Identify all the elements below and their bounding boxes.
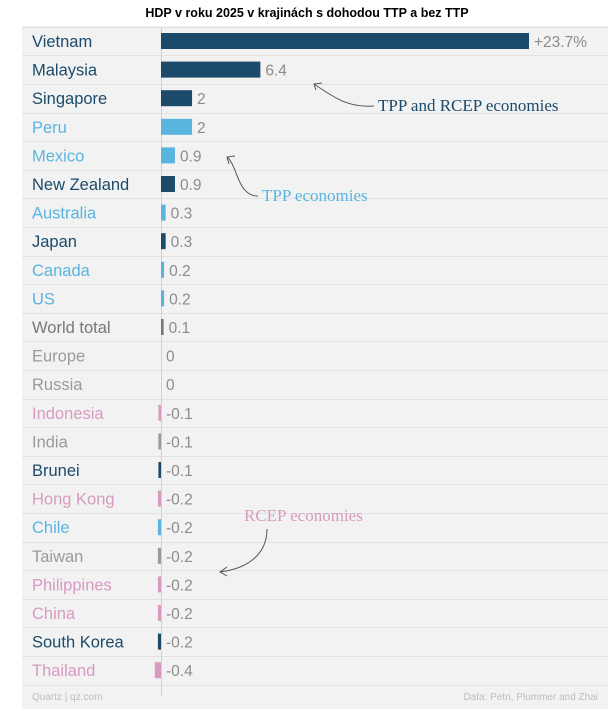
annotation-arrow (219, 528, 268, 573)
bar-mexico (161, 147, 175, 164)
annotation-rcep-economies: RCEP economies (244, 506, 363, 525)
annotation-arrowhead (226, 155, 236, 165)
value-label-brunei: -0.1 (166, 463, 193, 480)
bar-thailand (154, 662, 161, 679)
category-label-china: China (32, 605, 76, 623)
category-label-japan: Japan (32, 233, 77, 251)
category-label-indonesia: Indonesia (32, 405, 104, 423)
value-label-europe: 0 (166, 349, 175, 366)
value-label-vietnam: +23.7% (534, 34, 587, 51)
bar-peru (161, 118, 193, 135)
source-credit-left: Quartz | qz.com (32, 692, 103, 703)
category-label-thailand: Thailand (32, 662, 95, 680)
value-label-taiwan: -0.2 (166, 549, 193, 566)
value-label-singapore: 2 (197, 91, 206, 108)
value-label-hong-kong: -0.2 (166, 492, 193, 509)
source-credit-right: Data: Petri, Plummer and Zhai (463, 692, 599, 703)
annotation-arrowhead (219, 566, 228, 577)
chart-svg: Vietnam +23.7% Malaysia 6.4 Singapore 2 Peru 2 M… (22, 27, 608, 696)
annotation-tpp-economies: TPP economies (262, 186, 368, 205)
category-label-europe: Europe (32, 348, 85, 366)
bar-us (161, 290, 165, 307)
category-label-new-zealand: New Zealand (32, 176, 129, 194)
bar-vietnam (161, 33, 529, 49)
category-label-india: India (32, 433, 69, 451)
category-label-brunei: Brunei (32, 462, 80, 480)
value-label-chile: -0.2 (166, 520, 193, 537)
bar-world-total (161, 319, 164, 335)
category-label-philippines: Philippines (32, 576, 112, 594)
value-label-south-korea: -0.2 (166, 635, 193, 652)
bar-philippines (157, 576, 161, 593)
value-label-japan: 0.3 (171, 234, 193, 251)
bar-australia (161, 204, 166, 221)
bar-taiwan (157, 547, 161, 564)
category-label-russia: Russia (32, 376, 83, 394)
value-label-world-total: 0.1 (169, 320, 191, 337)
category-label-us: US (32, 290, 55, 308)
bar-china (157, 605, 161, 621)
value-label-peru: 2 (197, 120, 206, 137)
bar-brunei (158, 462, 161, 478)
bar-south-korea (157, 633, 161, 650)
category-label-vietnam: Vietnam (32, 33, 92, 51)
value-label-china: -0.2 (166, 606, 193, 623)
value-label-india: -0.1 (166, 434, 193, 451)
category-label-malaysia: Malaysia (32, 62, 98, 80)
annotation-arrow (226, 156, 259, 197)
annotation-arrowhead (313, 82, 323, 91)
category-label-hong-kong: Hong Kong (32, 491, 115, 509)
bar-japan (161, 233, 166, 250)
value-label-thailand: -0.4 (166, 663, 193, 680)
value-label-canada: 0.2 (169, 263, 191, 280)
category-label-australia: Australia (32, 205, 97, 223)
value-label-us: 0.2 (169, 291, 191, 308)
value-label-australia: 0.3 (171, 206, 193, 223)
value-label-mexico: 0.9 (180, 148, 202, 165)
chart-panel: Vietnam +23.7% Malaysia 6.4 Singapore 2 Peru 2 M… (22, 26, 608, 709)
annotation-arrow (313, 83, 375, 107)
chart-title: HDP v roku 2025 v krajinách s dohodou TT… (145, 6, 469, 20)
category-label-canada: Canada (32, 262, 91, 280)
value-label-indonesia: -0.1 (166, 406, 193, 423)
bar-hong-kong (157, 490, 161, 507)
category-label-south-korea: South Korea (32, 634, 125, 652)
category-label-peru: Peru (32, 119, 67, 137)
value-label-new-zealand: 0.9 (180, 177, 202, 194)
bar-indonesia (158, 404, 161, 421)
category-label-chile: Chile (32, 519, 70, 537)
category-label-singapore: Singapore (32, 90, 107, 108)
bar-malaysia (161, 61, 261, 78)
category-label-mexico: Mexico (32, 147, 84, 165)
value-label-philippines: -0.2 (166, 577, 193, 594)
value-label-russia: 0 (166, 377, 175, 394)
category-label-taiwan: Taiwan (32, 548, 83, 566)
bar-chile (157, 519, 161, 536)
bar-canada (161, 261, 165, 278)
annotation-tpp-and-rcep-economies: TPP and RCEP economies (378, 96, 559, 115)
category-label-world-total: World total (32, 319, 111, 337)
bar-india (158, 433, 161, 450)
value-label-malaysia: 6.4 (265, 63, 287, 80)
bar-singapore (161, 90, 193, 107)
bar-new-zealand (161, 176, 175, 192)
